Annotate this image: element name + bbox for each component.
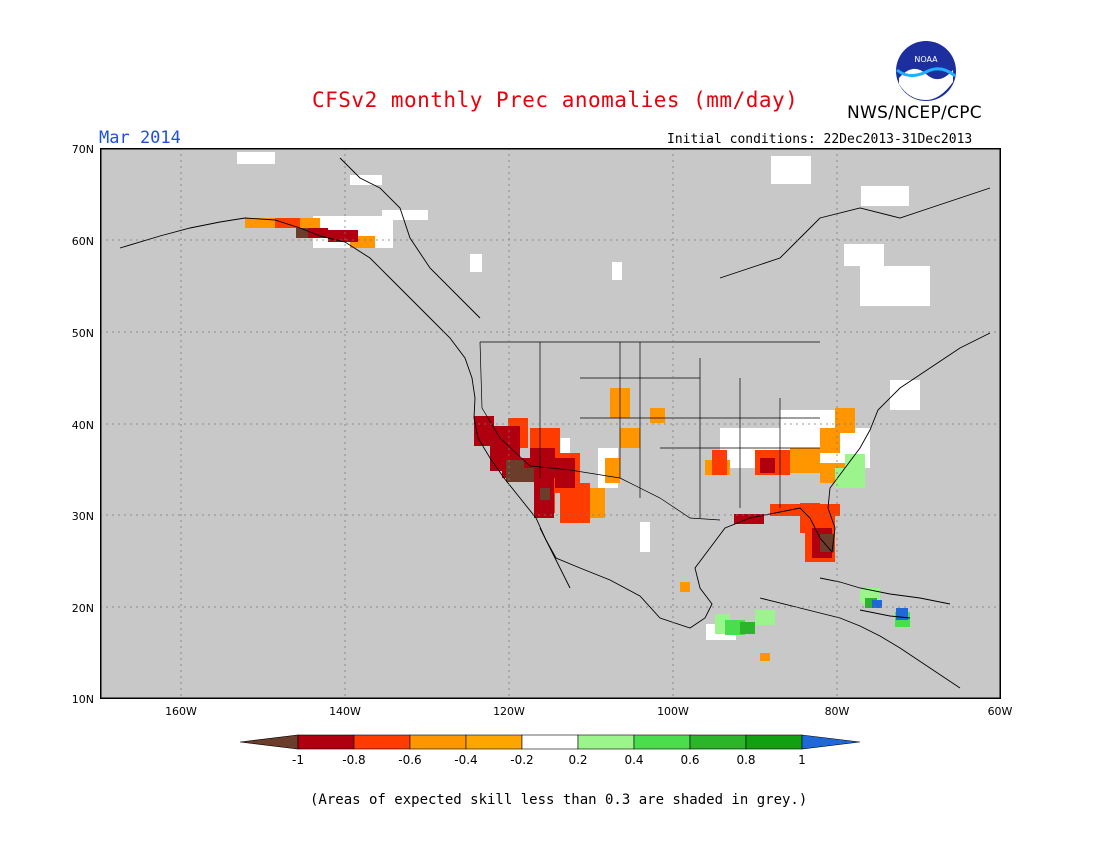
colorbar-swatch [465, 734, 523, 750]
y-tick-label: 20N [71, 602, 94, 615]
x-tick-label: 100W [657, 705, 689, 718]
skill-footnote: (Areas of expected skill less than 0.3 a… [310, 792, 808, 808]
org-label: NWS/NCEP/CPC [847, 103, 982, 123]
colorbar-label: -1 [292, 753, 304, 767]
colorbar-swatch [633, 734, 691, 750]
colorbar-label: 0.6 [680, 753, 700, 767]
colorbar-label: -0.8 [342, 753, 366, 767]
y-tick-label: 60N [71, 235, 94, 248]
y-tick-label: 10N [71, 693, 94, 706]
coastlines [119, 157, 991, 689]
political-borders [479, 341, 820, 521]
colorbar-swatch [353, 734, 411, 750]
colorbar-label: -0.4 [454, 753, 478, 767]
initial-conditions: Initial conditions: 22Dec2013-31Dec2013 [667, 132, 973, 147]
forecast-month: Mar 2014 [99, 128, 181, 148]
graticule [100, 148, 1001, 699]
colorbar-swatch [409, 734, 467, 750]
colorbar [240, 734, 861, 750]
colorbar-label: -0.6 [398, 753, 422, 767]
y-tick-label: 50N [71, 327, 94, 340]
colorbar-swatch [745, 734, 803, 750]
colorbar-swatch [297, 734, 355, 750]
colorbar-label: -0.2 [510, 753, 534, 767]
noaa-logo: NOAA [896, 41, 956, 101]
colorbar-under-arrow [240, 734, 299, 750]
colorbar-label: 1 [798, 753, 806, 767]
colorbar-label: 0.8 [736, 753, 756, 767]
colorbar-over-arrow [801, 734, 861, 750]
y-tick-label: 70N [71, 143, 94, 156]
map-title: CFSv2 monthly Prec anomalies (mm/day) [312, 88, 799, 112]
y-tick-label: 40N [71, 419, 94, 432]
x-tick-label: 160W [165, 705, 197, 718]
colorbar-swatch [689, 734, 747, 750]
x-tick-label: 120W [493, 705, 525, 718]
colorbar-swatch [521, 734, 579, 750]
x-tick-label: 60W [987, 705, 1013, 718]
x-tick-label: 80W [824, 705, 850, 718]
colorbar-label: 0.4 [624, 753, 644, 767]
anomaly-map [100, 148, 1001, 699]
skill-mask-background [100, 148, 1001, 699]
y-tick-label: 30N [71, 510, 94, 523]
wet-anomaly-cells [715, 454, 910, 635]
extreme-dry-anomaly-cells [296, 228, 834, 552]
x-tick-label: 140W [329, 705, 361, 718]
colorbar-label: 0.2 [568, 753, 588, 767]
colorbar-swatch [577, 734, 635, 750]
logo-text: NOAA [914, 55, 938, 64]
map-frame [100, 148, 1001, 699]
